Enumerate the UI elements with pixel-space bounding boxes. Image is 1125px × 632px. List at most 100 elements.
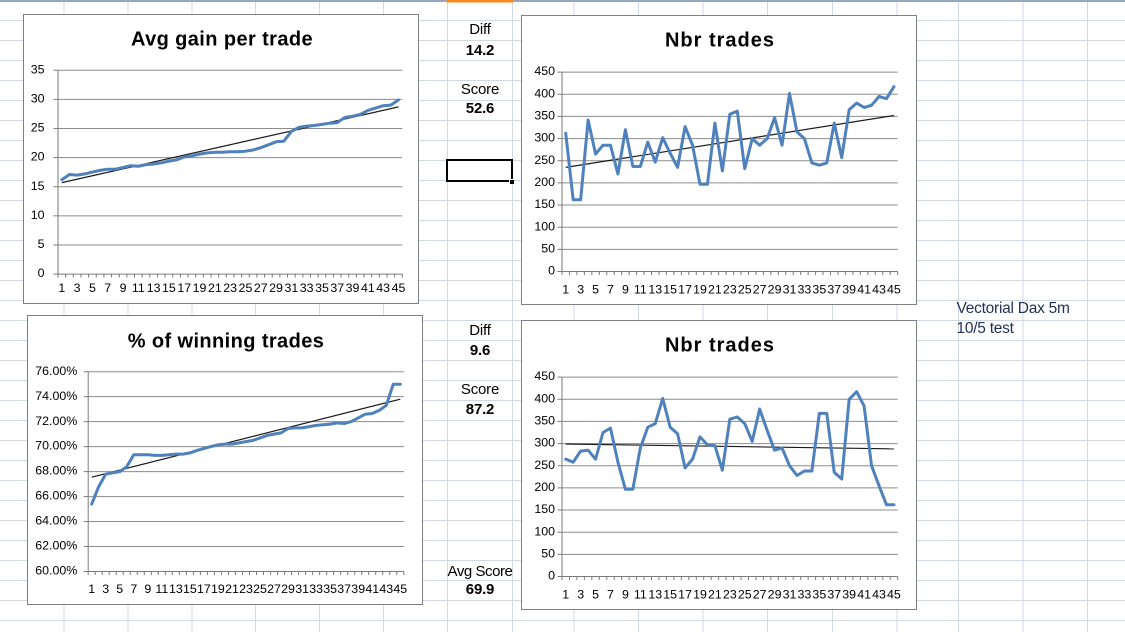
svg-text:39: 39 — [842, 587, 856, 601]
svg-text:19: 19 — [693, 282, 707, 296]
svg-text:29: 29 — [269, 281, 283, 295]
svg-text:5: 5 — [592, 587, 599, 601]
svg-text:39: 39 — [842, 282, 856, 296]
svg-text:64.00%: 64.00% — [35, 513, 77, 527]
svg-text:37: 37 — [827, 282, 841, 296]
svg-text:35: 35 — [30, 62, 44, 76]
svg-text:350: 350 — [534, 108, 555, 122]
svg-text:Nbr trades: Nbr trades — [664, 334, 774, 356]
svg-text:450: 450 — [534, 64, 555, 78]
svg-text:23: 23 — [722, 587, 736, 601]
svg-text:11: 11 — [131, 281, 144, 295]
svg-text:41: 41 — [857, 282, 871, 296]
svg-text:23: 23 — [223, 281, 237, 295]
svg-text:9: 9 — [144, 582, 151, 596]
svg-text:41: 41 — [857, 587, 871, 601]
svg-text:37: 37 — [337, 582, 351, 596]
svg-text:300: 300 — [534, 435, 555, 449]
svg-text:3: 3 — [577, 587, 584, 601]
svg-text:5: 5 — [592, 282, 599, 296]
svg-text:33: 33 — [797, 282, 811, 296]
svg-text:3: 3 — [73, 281, 80, 295]
svg-text:21: 21 — [207, 281, 221, 295]
svg-text:300: 300 — [534, 130, 555, 144]
svg-text:21: 21 — [708, 587, 722, 601]
svg-text:33: 33 — [299, 281, 313, 295]
svg-text:70.00%: 70.00% — [35, 438, 77, 452]
svg-text:7: 7 — [104, 281, 111, 295]
svg-text:13: 13 — [168, 582, 182, 596]
svg-text:100: 100 — [534, 219, 555, 233]
svg-text:29: 29 — [281, 582, 295, 596]
svg-text:11: 11 — [633, 587, 646, 601]
svg-text:29: 29 — [767, 587, 781, 601]
svg-text:150: 150 — [534, 502, 555, 516]
svg-text:13: 13 — [648, 587, 662, 601]
svg-text:350: 350 — [534, 413, 555, 427]
svg-text:9: 9 — [621, 282, 628, 296]
svg-text:100: 100 — [534, 524, 555, 538]
svg-text:72.00%: 72.00% — [35, 413, 77, 427]
svg-text:27: 27 — [267, 582, 281, 596]
svg-text:35: 35 — [315, 281, 329, 295]
svg-text:15: 15 — [162, 281, 176, 295]
svg-text:45: 45 — [887, 587, 901, 601]
svg-text:450: 450 — [534, 369, 555, 383]
svg-text:41: 41 — [365, 582, 379, 596]
svg-text:25: 25 — [737, 282, 751, 296]
svg-text:27: 27 — [253, 281, 267, 295]
svg-text:7: 7 — [130, 582, 137, 596]
svg-text:19: 19 — [192, 281, 206, 295]
svg-text:5: 5 — [88, 281, 95, 295]
svg-text:9: 9 — [621, 587, 628, 601]
svg-text:43: 43 — [872, 282, 886, 296]
svg-text:76.00%: 76.00% — [35, 363, 77, 377]
svg-text:250: 250 — [534, 152, 555, 166]
svg-text:15: 15 — [30, 178, 44, 192]
svg-text:Nbr trades: Nbr trades — [664, 29, 774, 51]
svg-text:3: 3 — [102, 582, 109, 596]
svg-text:19: 19 — [211, 582, 225, 596]
svg-text:45: 45 — [887, 282, 901, 296]
svg-text:200: 200 — [534, 479, 555, 493]
svg-text:66.00%: 66.00% — [35, 488, 77, 502]
svg-text:25: 25 — [737, 587, 751, 601]
svg-text:35: 35 — [812, 587, 826, 601]
svg-text:400: 400 — [534, 86, 555, 100]
svg-text:23: 23 — [239, 582, 253, 596]
svg-text:3: 3 — [577, 282, 584, 296]
svg-text:17: 17 — [678, 587, 692, 601]
svg-text:17: 17 — [678, 282, 692, 296]
svg-text:21: 21 — [708, 282, 722, 296]
svg-text:200: 200 — [534, 174, 555, 188]
svg-text:30: 30 — [30, 91, 44, 105]
svg-text:0: 0 — [37, 266, 44, 280]
svg-text:50: 50 — [541, 241, 555, 255]
svg-text:11: 11 — [633, 282, 646, 296]
svg-text:33: 33 — [309, 582, 323, 596]
svg-text:62.00%: 62.00% — [35, 538, 77, 552]
svg-text:17: 17 — [177, 281, 191, 295]
svg-text:13: 13 — [146, 281, 160, 295]
svg-text:250: 250 — [534, 457, 555, 471]
svg-text:9: 9 — [119, 281, 126, 295]
svg-text:17: 17 — [197, 582, 211, 596]
svg-text:15: 15 — [182, 582, 196, 596]
svg-text:25: 25 — [253, 582, 267, 596]
svg-text:31: 31 — [782, 282, 796, 296]
svg-text:39: 39 — [345, 281, 359, 295]
svg-text:Avg gain per trade: Avg gain per trade — [130, 28, 312, 50]
svg-text:31: 31 — [295, 582, 309, 596]
svg-text:1: 1 — [58, 281, 65, 295]
svg-text:7: 7 — [607, 282, 614, 296]
svg-text:68.00%: 68.00% — [35, 463, 77, 477]
svg-text:31: 31 — [782, 587, 796, 601]
svg-text:400: 400 — [534, 391, 555, 405]
svg-text:% of winning trades: % of winning trades — [127, 330, 324, 352]
svg-text:5: 5 — [37, 237, 44, 251]
svg-text:45: 45 — [391, 281, 405, 295]
svg-text:1: 1 — [562, 587, 569, 601]
svg-text:39: 39 — [351, 582, 365, 596]
svg-text:10: 10 — [30, 207, 44, 221]
svg-text:11: 11 — [155, 582, 168, 596]
